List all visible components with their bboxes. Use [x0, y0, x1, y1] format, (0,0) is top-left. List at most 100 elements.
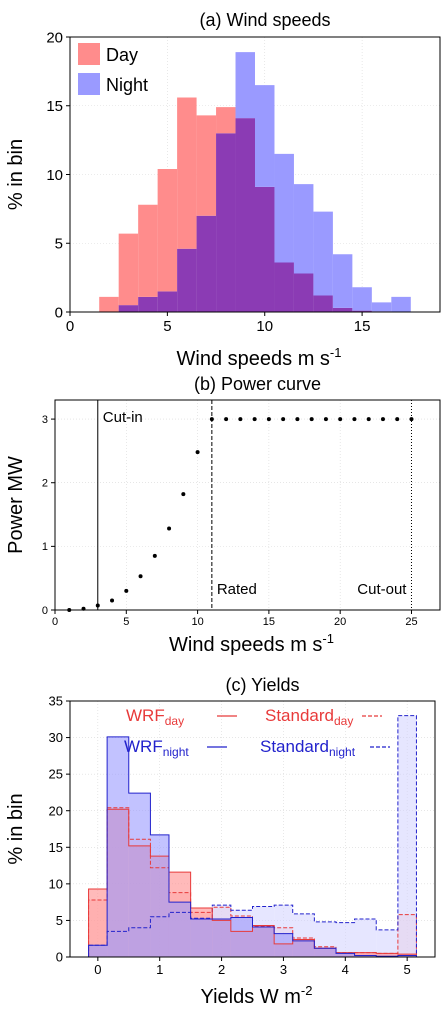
step-outline-wrf-day [88, 808, 435, 958]
y-tick-label: 10 [49, 876, 63, 891]
y-axis-label: % in bin [5, 793, 27, 864]
power-point [181, 492, 186, 497]
y-tick-label: 3 [42, 414, 48, 426]
x-axis-label-superscript: -1 [322, 631, 334, 646]
power-point [110, 598, 115, 603]
x-tick-label: 5 [404, 962, 411, 977]
chart-title: (b) Power curve [194, 374, 321, 394]
day-bar [99, 296, 119, 312]
legend-label-subscript: night [329, 745, 356, 759]
day-bar [177, 97, 197, 249]
day-bar [216, 107, 236, 134]
x-tick-label: 2 [218, 962, 225, 977]
y-tick-label: 20 [49, 803, 63, 818]
vline-label: Cut-in [103, 409, 143, 426]
x-tick-label: 0 [94, 962, 101, 977]
power-point [395, 417, 400, 422]
y-tick-label: 15 [46, 98, 63, 115]
power-point [224, 417, 229, 422]
night-bar [255, 85, 275, 187]
x-tick-label: 10 [191, 616, 203, 628]
power-point [195, 450, 200, 455]
x-axis-label-text: Wind speeds m s [169, 634, 322, 656]
y-tick-label: 0 [56, 950, 63, 965]
legend-label-name: Standard [265, 706, 334, 725]
yield-bar-wrf-night [397, 955, 417, 957]
panel-c-yields: 0 1 2 3 4 5 0 5 10 15 20 25 30 35 (c) Yields Yields W m… [5, 675, 436, 1008]
x-tick-label: 4 [342, 962, 349, 977]
plot-frame [54, 399, 441, 611]
x-axis-label: Wind speeds m s-1 [177, 345, 342, 370]
y-tick-label: 5 [55, 236, 63, 253]
yield-bar-standard-night [354, 918, 377, 957]
power-point [338, 417, 343, 422]
x-tick-label: 5 [123, 616, 129, 628]
power-point [124, 588, 129, 593]
x-tick-label: 25 [405, 616, 417, 628]
legend-swatch [78, 73, 100, 95]
y-tick-label: 5 [56, 913, 63, 928]
step-outline-wrf-night [88, 736, 435, 958]
vline-label: Rated [217, 581, 257, 598]
night-bar [313, 211, 333, 296]
y-axis-label: Power MW [5, 456, 27, 554]
overlap-bar [157, 291, 178, 312]
legend-label: Day [106, 45, 138, 65]
overlap-bar [293, 273, 314, 312]
y-tick-label: 30 [49, 730, 63, 745]
legend-label-subscript: day [334, 714, 353, 728]
night-bar [293, 184, 314, 274]
step-outline-standard-night [88, 715, 435, 958]
overlap-bar [352, 310, 372, 312]
yield-bar-wrf-night [292, 940, 315, 957]
power-point [209, 417, 214, 422]
x-axis-label-superscript: -1 [330, 345, 342, 360]
y-tick-label: 2 [42, 478, 48, 490]
yield-bar-wrf-night [336, 953, 355, 957]
panel-a-wind-speeds: 0 5 10 15 0 5 10 15 20 (a) Wind speeds Wind speeds… [5, 10, 441, 370]
power-point [238, 417, 243, 422]
yield-bar-wrf-night [274, 933, 293, 957]
yield-bar-wrf-night [230, 917, 253, 957]
plot-frame [69, 700, 436, 958]
power-point [352, 417, 357, 422]
x-axis-label: Wind speeds m s-1 [169, 631, 334, 656]
day-bar [118, 233, 139, 306]
power-point [366, 417, 371, 422]
yield-bar-wrf-day [354, 952, 377, 957]
overlap-bar [255, 186, 275, 312]
panel-b-power-curve: Cut-in Rated Cut-out 0 5 10 15 20 25 0 1 2 3 (b) Powe… [5, 374, 441, 656]
x-axis-label: Yields W m-2 [201, 983, 313, 1008]
yield-bar-standard-night [376, 929, 398, 957]
power-point [152, 553, 157, 558]
night-bar [391, 296, 411, 312]
overlap-bar [196, 215, 217, 312]
night-bar [235, 52, 255, 119]
x-tick-label: 15 [263, 616, 275, 628]
overlap-bar [216, 133, 236, 312]
power-point [380, 417, 385, 422]
step-outline-standard-day [88, 807, 435, 958]
yield-bar-wrf-night [314, 948, 337, 957]
x-axis-label-text: Yields W m [201, 986, 301, 1008]
night-bar [332, 254, 353, 308]
y-tick-label: 0 [42, 605, 48, 617]
yield-bar-wrf-night [212, 918, 231, 957]
power-point [281, 417, 286, 422]
night-bar [274, 153, 294, 263]
overlap-bar [118, 305, 139, 312]
power-point [309, 417, 314, 422]
legend-label-standard-night: Standardnight [260, 737, 356, 759]
x-tick-label: 15 [354, 318, 371, 335]
overlap-bar [235, 118, 255, 312]
day-bar [157, 169, 178, 292]
y-tick-label: 10 [46, 167, 63, 184]
y-tick-label: 35 [49, 694, 63, 709]
yield-bar-wrf-day [88, 888, 108, 957]
legend-label-standard-day: Standardday [265, 706, 353, 728]
x-tick-label: 1 [156, 962, 163, 977]
power-point [323, 417, 328, 422]
overlap-bar [274, 262, 294, 312]
x-tick-label: 3 [280, 962, 287, 977]
night-bar [352, 287, 372, 311]
